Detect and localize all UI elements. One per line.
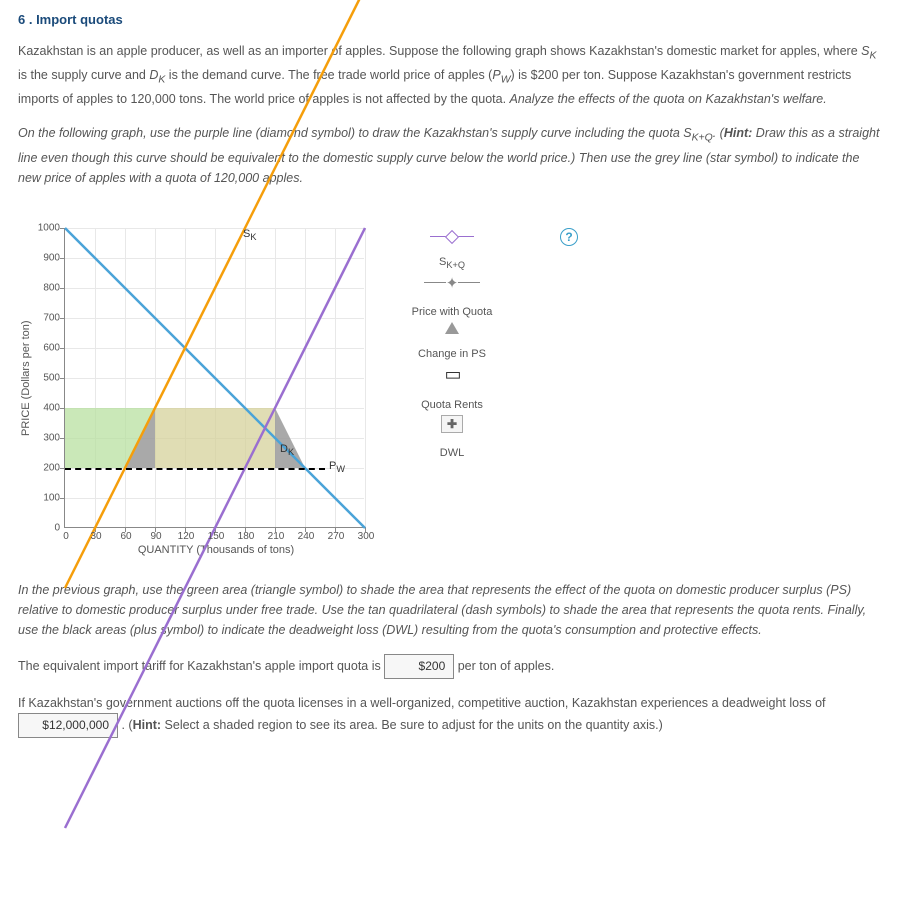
tariff-answer[interactable]: $200 — [384, 654, 454, 679]
y-axis-label: PRICE (Dollars per ton) — [18, 228, 34, 528]
legend-dwl[interactable]: DWL — [392, 447, 512, 459]
x-axis-label: QUANTITY (Thousands of tons) — [66, 544, 366, 556]
instruction-paragraph: On the following graph, use the purple l… — [18, 123, 883, 187]
shading-instruction: In the previous graph, use the green are… — [18, 580, 883, 640]
legend-price-quota[interactable]: Price with Quota — [392, 306, 512, 334]
intro-paragraph: Kazakhstan is an apple producer, as well… — [18, 41, 883, 109]
legend-change-ps[interactable]: Change in PS ▭ — [392, 348, 512, 385]
legend-skq[interactable]: SK+Q ✦ — [392, 232, 512, 292]
dwl-answer[interactable]: $12,000,000 — [18, 713, 118, 738]
x-ticks: 0306090120150180210240270300 — [66, 528, 366, 542]
help-icon[interactable]: ? — [560, 228, 578, 246]
legend-quota-rents[interactable]: Quota Rents ✚ — [392, 399, 512, 433]
graph-container: ? PRICE (Dollars per ton) 01002003004005… — [18, 228, 578, 556]
tariff-question: The equivalent import tariff for Kazakhs… — [18, 654, 883, 679]
page-title: 6 . Import quotas — [18, 12, 883, 27]
chart-canvas[interactable]: SKDKPW — [64, 228, 364, 528]
dwl-question: If Kazakhstan's government auctions off … — [18, 693, 883, 738]
legend: SK+Q ✦ Price with Quota Change in PS ▭ Q… — [392, 228, 512, 473]
